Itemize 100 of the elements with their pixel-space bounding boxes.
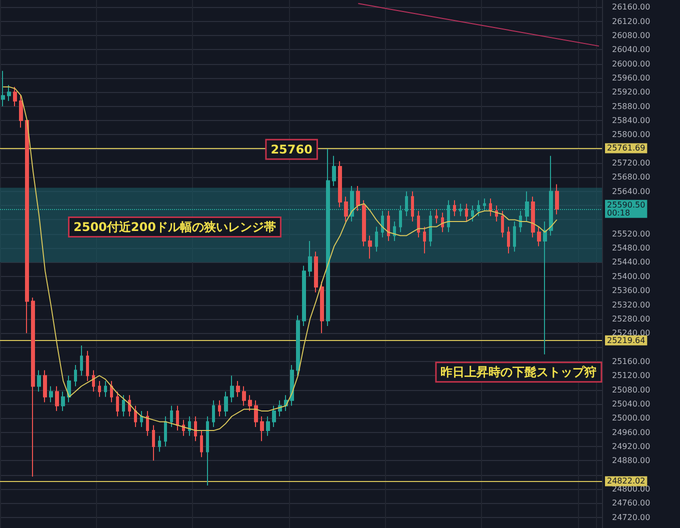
candlestick bbox=[188, 416, 191, 436]
candlestick bbox=[37, 370, 41, 392]
y-tick-label: 25800.00 bbox=[612, 130, 650, 140]
candlestick bbox=[146, 410, 149, 436]
y-tick-label: 25960.00 bbox=[612, 73, 650, 82]
candlestick bbox=[393, 220, 396, 242]
candlestick bbox=[453, 200, 456, 217]
y-tick-label: 25360.00 bbox=[612, 286, 650, 296]
ref-line-label: 25219.64 bbox=[607, 336, 646, 345]
ref-line-label: 25761.69 bbox=[607, 144, 646, 153]
candlestick bbox=[332, 155, 336, 187]
candlestick bbox=[531, 196, 535, 238]
candlestick bbox=[212, 400, 215, 428]
candlestick bbox=[465, 203, 468, 222]
y-tick-label: 25280.00 bbox=[612, 314, 650, 324]
candlestick bbox=[441, 212, 444, 233]
candlestick bbox=[170, 405, 173, 428]
y-tick-label: 25840.00 bbox=[612, 116, 650, 125]
y-tick-label: 25520.00 bbox=[612, 229, 650, 238]
candlestick bbox=[92, 370, 95, 392]
candlestick bbox=[104, 380, 107, 398]
candlestick bbox=[296, 314, 300, 376]
candlestick bbox=[13, 86, 17, 107]
candlestick bbox=[61, 391, 65, 412]
candlestick bbox=[224, 391, 228, 417]
candlestick bbox=[338, 160, 342, 208]
candlestick bbox=[411, 190, 414, 222]
candlestick bbox=[158, 435, 161, 452]
y-tick-label: 24760.00 bbox=[612, 498, 650, 508]
y-tick-label: 25480.00 bbox=[612, 244, 650, 253]
y-tick-label: 24920.00 bbox=[612, 442, 650, 451]
annotation: 昨日上昇時の下髭ストップ狩 bbox=[440, 365, 597, 380]
candlestick bbox=[320, 281, 324, 334]
candlestick bbox=[260, 416, 264, 442]
candlestick bbox=[7, 84, 11, 102]
candlestick bbox=[368, 235, 372, 260]
candlestick bbox=[31, 297, 35, 478]
candlestick bbox=[140, 410, 143, 428]
y-tick-label: 25720.00 bbox=[612, 158, 650, 168]
candlestick bbox=[495, 205, 498, 222]
candlestick bbox=[501, 210, 504, 238]
candlestick bbox=[423, 226, 426, 254]
y-tick-label: 25080.00 bbox=[612, 385, 650, 394]
candlestick bbox=[248, 394, 252, 412]
candlestick bbox=[194, 416, 197, 442]
candlestick bbox=[19, 95, 23, 128]
candlestick bbox=[314, 251, 318, 293]
y-tick-label: 26160.00 bbox=[612, 2, 650, 12]
candlestick bbox=[55, 386, 59, 412]
candlestick bbox=[356, 186, 360, 212]
y-tick-label: 26120.00 bbox=[612, 16, 650, 26]
candlestick bbox=[43, 370, 47, 403]
candlestick bbox=[507, 226, 510, 254]
y-tick-label: 25640.00 bbox=[612, 186, 650, 196]
candlestick bbox=[116, 391, 119, 417]
y-tick-label: 25400.00 bbox=[612, 272, 650, 281]
y-tick-label: 26000.00 bbox=[612, 59, 650, 68]
candlestick bbox=[543, 220, 547, 355]
candlestick bbox=[110, 380, 113, 403]
candlestick bbox=[128, 394, 131, 417]
y-tick-label: 25880.00 bbox=[612, 102, 650, 111]
candlestick bbox=[80, 345, 83, 376]
y-tick-label: 25240.00 bbox=[612, 328, 650, 338]
candlestick bbox=[435, 208, 438, 224]
candlestick bbox=[122, 394, 125, 417]
candlestick bbox=[1, 70, 5, 107]
candlestick bbox=[230, 375, 234, 403]
candlestick bbox=[272, 405, 276, 428]
candlestick bbox=[537, 226, 541, 247]
y-tick-label: 25040.00 bbox=[612, 399, 650, 408]
y-tick-label: 25160.00 bbox=[612, 356, 650, 366]
y-tick-label: 24800.00 bbox=[612, 484, 650, 494]
candlestick bbox=[86, 350, 89, 382]
candlestick bbox=[375, 226, 378, 252]
y-tick-label: 24960.00 bbox=[612, 428, 650, 437]
annotation: 25760 bbox=[270, 142, 312, 156]
candlestick bbox=[236, 380, 240, 398]
candlestick bbox=[176, 405, 179, 432]
candlestick bbox=[134, 405, 137, 428]
y-tick-label: 25440.00 bbox=[612, 258, 650, 267]
y-tick-label: 24880.00 bbox=[612, 456, 650, 466]
annotation: 2500付近200ドル幅の狭いレンジ帯 bbox=[74, 220, 276, 234]
candlestick bbox=[308, 240, 312, 277]
candlestick bbox=[254, 400, 258, 428]
candlestick bbox=[74, 364, 77, 387]
candlestick bbox=[362, 200, 366, 247]
candlestick bbox=[49, 386, 53, 403]
candlestick bbox=[290, 364, 294, 406]
candlestick bbox=[387, 210, 390, 242]
candlestick bbox=[218, 400, 221, 417]
candlestick bbox=[555, 184, 559, 215]
candlestick bbox=[302, 265, 306, 327]
y-tick-label: 26040.00 bbox=[612, 45, 650, 54]
y-tick-label: 26080.00 bbox=[612, 30, 650, 40]
ref-line-label: 25590.50 00:18 bbox=[607, 200, 646, 218]
candlestick bbox=[98, 380, 101, 398]
candlestick bbox=[152, 424, 155, 462]
y-tick-label: 25120.00 bbox=[612, 371, 650, 380]
y-tick-label: 25000.00 bbox=[612, 414, 650, 423]
y-tick-label: 24720.00 bbox=[612, 512, 650, 522]
